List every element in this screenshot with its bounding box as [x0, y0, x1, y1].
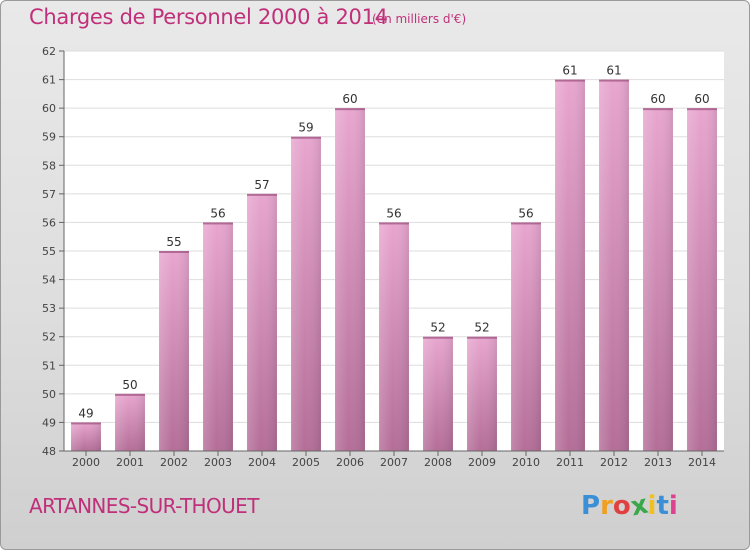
- x-tick-label: 2013: [644, 456, 672, 469]
- data-label: 56: [518, 206, 533, 220]
- x-tick-label: 2000: [72, 456, 100, 469]
- y-tick-label: 62: [42, 45, 56, 58]
- data-label: 60: [342, 92, 357, 106]
- y-tick-label: 50: [42, 388, 56, 401]
- logo-letter: i: [668, 491, 678, 521]
- bar-top-edge: [423, 336, 453, 339]
- bar-shading: [423, 336, 453, 451]
- x-tick-label: 2010: [512, 456, 540, 469]
- logo-letter: r: [600, 491, 613, 521]
- bar-shading: [555, 79, 585, 452]
- proxiti-logo: Proxiti: [581, 490, 678, 523]
- x-tick-label: 2006: [336, 456, 364, 469]
- bar-shading: [247, 193, 277, 451]
- y-tick-label: 51: [42, 359, 56, 372]
- data-label: 56: [210, 206, 225, 220]
- bar-top-edge: [511, 222, 541, 225]
- y-tick-label: 57: [42, 188, 56, 201]
- y-axis-ticks: 48 49 50 51 52 53 54 55 56 57 58 59 60 61 62: [42, 45, 64, 458]
- data-label: 61: [606, 64, 621, 78]
- logo-letter: i: [647, 491, 657, 521]
- y-tick-label: 59: [42, 131, 56, 144]
- data-label: 56: [386, 206, 401, 220]
- bar-top-edge: [335, 108, 365, 111]
- bar-shading: [71, 422, 101, 451]
- x-tick-label: 2009: [468, 456, 496, 469]
- bar-shading: [335, 108, 365, 452]
- logo-letter: P: [581, 491, 601, 521]
- x-tick-label: 2007: [380, 456, 408, 469]
- y-tick-label: 49: [42, 416, 56, 429]
- bar-shading: [379, 222, 409, 451]
- chart-title: Charges de Personnel 2000 à 2014: [29, 5, 388, 29]
- x-tick-label: 2008: [424, 456, 452, 469]
- bar-top-edge: [687, 108, 717, 111]
- bar-top-edge: [115, 393, 145, 396]
- bar-shading: [159, 251, 189, 451]
- x-tick-label: 2002: [160, 456, 188, 469]
- bar-shading: [291, 136, 321, 451]
- data-label: 57: [254, 178, 269, 192]
- x-tick-label: 2005: [292, 456, 320, 469]
- data-label: 55: [166, 235, 181, 249]
- bar-shading: [643, 108, 673, 452]
- x-tick-label: 2001: [116, 456, 144, 469]
- x-tick-label: 2004: [248, 456, 276, 469]
- data-label: 49: [78, 406, 93, 420]
- bar-shading: [115, 393, 145, 451]
- bar-top-edge: [159, 251, 189, 253]
- x-tick-label: 2011: [556, 456, 584, 469]
- logo-letter: t: [656, 491, 669, 521]
- bar-shading: [511, 222, 541, 451]
- data-label: 60: [650, 92, 665, 106]
- commune-name: ARTANNES-SUR-THOUET: [29, 494, 259, 518]
- bars: 49 50 55 56 57 59 60 56 52 52 56 61 61 60 60: [71, 64, 717, 452]
- data-label: 60: [694, 92, 709, 106]
- bar-top-edge: [203, 222, 233, 225]
- y-tick-label: 61: [42, 74, 56, 87]
- data-label: 52: [474, 321, 489, 335]
- bar-top-edge: [467, 336, 497, 339]
- chart-unit-subtitle: (en milliers d'€): [372, 12, 467, 26]
- y-tick-label: 55: [42, 245, 56, 258]
- bar-shading: [467, 336, 497, 451]
- y-tick-label: 52: [42, 331, 56, 344]
- x-tick-label: 2012: [600, 456, 628, 469]
- x-tick-label: 2003: [204, 456, 232, 469]
- x-axis-ticks: 2000 2001 2002 2003 2004 2005 2006 2007 2008 2009…: [72, 451, 716, 469]
- bar-top-edge: [247, 193, 277, 196]
- y-tick-label: 54: [42, 274, 56, 287]
- bar-top-edge: [555, 79, 585, 82]
- data-label: 61: [562, 64, 577, 78]
- bar-shading: [599, 79, 629, 452]
- bar-top-edge: [643, 108, 673, 111]
- y-tick-label: 58: [42, 159, 56, 172]
- bar-top-edge: [599, 79, 629, 82]
- y-tick-label: 53: [42, 302, 56, 315]
- data-label: 59: [298, 121, 313, 135]
- y-tick-label: 56: [42, 216, 56, 229]
- y-tick-label: 60: [42, 102, 56, 115]
- bar-shading: [687, 108, 717, 452]
- logo-letter: o: [612, 491, 631, 521]
- bar-top-edge: [291, 136, 321, 139]
- bar-shading: [203, 222, 233, 451]
- data-label: 50: [122, 378, 137, 392]
- data-label: 52: [430, 321, 445, 335]
- y-tick-label: 48: [42, 445, 56, 458]
- bar-top-edge: [71, 422, 101, 425]
- x-tick-label: 2014: [688, 456, 716, 469]
- bar-top-edge: [379, 222, 409, 225]
